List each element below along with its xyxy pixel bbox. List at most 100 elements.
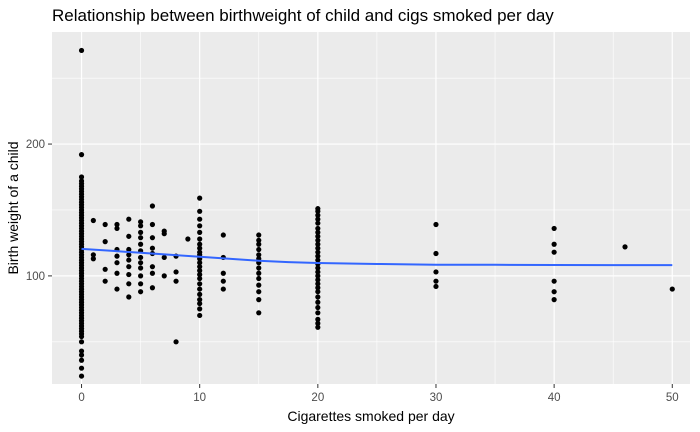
data-point xyxy=(173,269,179,275)
data-point xyxy=(78,357,85,363)
x-tick-label: 20 xyxy=(311,392,324,404)
data-point xyxy=(197,281,203,287)
data-point xyxy=(138,235,144,241)
data-point xyxy=(149,285,156,291)
data-point xyxy=(197,297,203,303)
data-point xyxy=(149,270,156,276)
data-point xyxy=(114,270,120,276)
data-point xyxy=(90,217,96,224)
data-point xyxy=(315,220,321,226)
data-point xyxy=(78,333,85,340)
data-point xyxy=(197,208,203,214)
data-point xyxy=(78,365,85,371)
chart-title: Relationship between birthweight of chil… xyxy=(52,6,554,25)
data-point xyxy=(138,223,144,229)
data-point xyxy=(551,278,557,284)
data-point xyxy=(256,289,262,295)
data-point xyxy=(197,286,203,292)
data-point xyxy=(315,225,321,232)
data-point xyxy=(433,269,439,275)
data-point xyxy=(149,245,156,251)
x-axis-title: Cigarettes smoked per day xyxy=(287,408,454,424)
data-point xyxy=(126,281,132,287)
data-point xyxy=(126,257,132,263)
data-point xyxy=(78,152,85,158)
data-point xyxy=(220,232,226,238)
data-point xyxy=(78,174,85,180)
smooth-trend-line xyxy=(81,247,673,267)
x-axis-ticks: 0 10 20 30 40 50 xyxy=(78,384,679,404)
data-point xyxy=(315,289,321,295)
data-point xyxy=(256,275,262,282)
data-point xyxy=(126,246,132,253)
data-point xyxy=(433,278,439,284)
data-point xyxy=(149,203,156,209)
data-point xyxy=(149,264,156,270)
data-point xyxy=(622,244,628,250)
data-point xyxy=(78,47,85,54)
data-point xyxy=(78,352,85,358)
data-point xyxy=(433,250,439,257)
data-point xyxy=(138,260,144,266)
data-point xyxy=(197,223,203,229)
data-point xyxy=(114,225,120,232)
data-point xyxy=(433,283,439,290)
x-tick-label: 40 xyxy=(548,392,561,404)
data-point xyxy=(315,294,321,300)
x-tick-label: 30 xyxy=(430,392,443,404)
data-point xyxy=(551,225,557,232)
data-point xyxy=(315,265,321,271)
data-point xyxy=(256,270,262,276)
data-point xyxy=(256,241,262,247)
data-point xyxy=(197,245,203,251)
data-point xyxy=(90,252,96,258)
data-point xyxy=(102,221,108,228)
data-point xyxy=(197,275,203,282)
data-point xyxy=(256,282,262,288)
data-point xyxy=(315,216,321,222)
data-point xyxy=(197,306,203,312)
data-point xyxy=(315,229,321,235)
plot-panel xyxy=(52,32,690,384)
data-point xyxy=(173,278,179,284)
data-point xyxy=(114,221,120,228)
data-point xyxy=(315,257,321,263)
data-point xyxy=(102,266,108,272)
data-point xyxy=(114,286,120,292)
data-point xyxy=(197,312,203,319)
y-tick-label: 200 xyxy=(26,139,45,151)
data-point xyxy=(315,273,321,279)
minor-gridlines xyxy=(52,32,690,384)
data-point xyxy=(315,320,321,326)
data-point xyxy=(197,241,203,247)
data-point xyxy=(315,285,321,291)
data-point xyxy=(126,216,132,222)
data-point xyxy=(220,278,226,284)
data-point xyxy=(138,289,144,295)
data-point xyxy=(551,241,557,247)
data-point xyxy=(315,316,321,323)
data-point xyxy=(669,286,675,292)
data-point xyxy=(138,241,144,247)
x-tick-label: 10 xyxy=(193,392,206,404)
data-point xyxy=(138,273,144,279)
data-point xyxy=(161,273,167,279)
data-point xyxy=(315,249,321,255)
data-point xyxy=(197,236,203,242)
data-point xyxy=(315,237,321,243)
data-point xyxy=(149,235,156,241)
data-point xyxy=(315,310,321,316)
data-point xyxy=(138,265,144,271)
data-point xyxy=(138,229,144,235)
data-point xyxy=(256,265,262,271)
data-point xyxy=(220,270,226,276)
data-point xyxy=(126,294,132,300)
x-tick-label: 0 xyxy=(78,392,84,404)
data-point xyxy=(197,300,203,307)
data-point xyxy=(315,304,321,311)
data-point xyxy=(138,254,144,261)
data-point xyxy=(138,219,144,225)
data-point xyxy=(315,253,321,259)
data-point xyxy=(551,249,557,255)
data-point xyxy=(126,271,132,278)
